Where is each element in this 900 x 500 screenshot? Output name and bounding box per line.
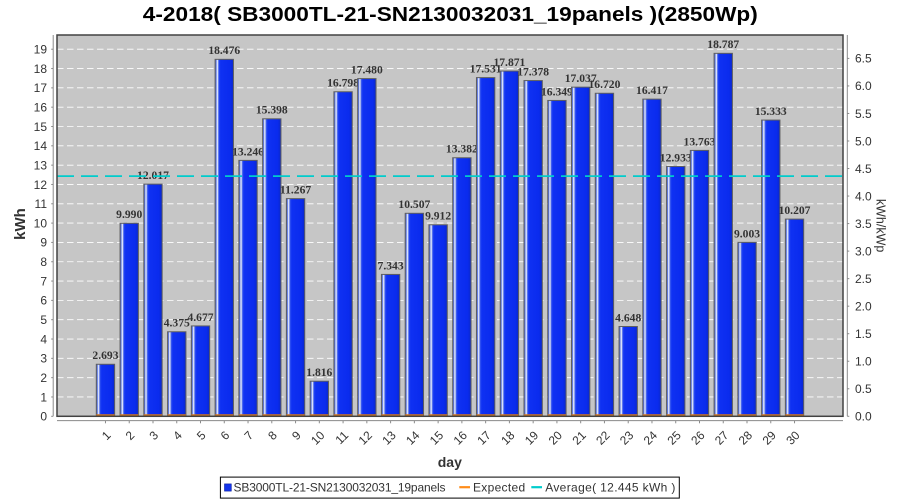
- svg-text:11.267: 11.267: [280, 184, 311, 197]
- svg-text:13: 13: [34, 158, 48, 172]
- svg-text:2.5: 2.5: [855, 272, 872, 286]
- svg-text:Expected: Expected: [473, 481, 525, 495]
- svg-text:0: 0: [40, 410, 47, 424]
- svg-text:14: 14: [34, 139, 48, 153]
- svg-text:10.207: 10.207: [779, 204, 811, 217]
- svg-text:SB3000TL-21-SN2130032031_19pan: SB3000TL-21-SN2130032031_19panels: [234, 481, 446, 495]
- svg-text:9.003: 9.003: [734, 227, 760, 240]
- svg-text:17.037: 17.037: [565, 72, 597, 85]
- svg-text:8: 8: [40, 255, 47, 269]
- svg-text:9: 9: [40, 236, 47, 250]
- svg-text:4: 4: [40, 332, 47, 346]
- svg-text:1.816: 1.816: [306, 366, 332, 379]
- svg-text:18.787: 18.787: [707, 38, 739, 51]
- svg-text:4.0: 4.0: [855, 189, 872, 203]
- svg-text:16.720: 16.720: [588, 78, 620, 91]
- svg-text:12.933: 12.933: [660, 151, 692, 164]
- svg-text:6.5: 6.5: [855, 52, 872, 66]
- svg-text:5.0: 5.0: [855, 134, 872, 148]
- svg-text:4-2018( SB3000TL-21-SN21300320: 4-2018( SB3000TL-21-SN2130032031_19panel…: [143, 4, 758, 26]
- svg-text:10.507: 10.507: [398, 198, 430, 211]
- svg-text:4.375: 4.375: [164, 317, 190, 330]
- svg-text:17.531: 17.531: [470, 63, 502, 76]
- svg-text:9.990: 9.990: [116, 208, 142, 221]
- svg-text:17.871: 17.871: [493, 56, 525, 69]
- svg-text:19: 19: [34, 43, 48, 57]
- svg-text:13.246: 13.246: [232, 145, 264, 158]
- svg-text:17.480: 17.480: [351, 63, 383, 76]
- svg-text:18.476: 18.476: [208, 44, 240, 57]
- svg-text:13.382: 13.382: [446, 143, 478, 156]
- svg-text:kWh: kWh: [12, 208, 29, 240]
- svg-text:3.5: 3.5: [855, 217, 872, 231]
- svg-text:2: 2: [40, 371, 47, 385]
- svg-text:day: day: [438, 454, 462, 470]
- svg-text:16.349: 16.349: [541, 85, 573, 98]
- svg-text:Average( 12.445 kWh ): Average( 12.445 kWh ): [545, 481, 676, 495]
- svg-text:6: 6: [40, 294, 47, 308]
- svg-text:6.0: 6.0: [855, 79, 872, 93]
- svg-text:4.5: 4.5: [855, 162, 872, 176]
- svg-text:15: 15: [34, 120, 48, 134]
- svg-text:3.0: 3.0: [855, 244, 872, 258]
- svg-text:5: 5: [40, 313, 47, 327]
- svg-text:9.912: 9.912: [425, 210, 451, 223]
- svg-text:3: 3: [40, 352, 47, 366]
- svg-text:10: 10: [34, 216, 48, 230]
- svg-text:1: 1: [40, 390, 47, 404]
- svg-text:16: 16: [34, 100, 48, 114]
- svg-text:7: 7: [40, 274, 47, 288]
- svg-text:17.378: 17.378: [517, 65, 549, 78]
- svg-text:16.417: 16.417: [636, 84, 668, 97]
- svg-text:17: 17: [34, 81, 48, 95]
- svg-text:15.398: 15.398: [256, 104, 288, 117]
- svg-text:16.798: 16.798: [327, 77, 359, 90]
- svg-text:1.5: 1.5: [855, 327, 872, 341]
- svg-text:2.0: 2.0: [855, 299, 872, 313]
- svg-text:2.693: 2.693: [92, 349, 118, 362]
- svg-text:7.343: 7.343: [378, 259, 404, 272]
- svg-text:18: 18: [34, 62, 48, 76]
- svg-text:4.677: 4.677: [187, 311, 213, 324]
- svg-text:13.763: 13.763: [684, 135, 716, 148]
- svg-text:15.333: 15.333: [755, 105, 787, 118]
- svg-text:5.5: 5.5: [855, 107, 872, 121]
- svg-text:11: 11: [35, 197, 48, 211]
- svg-text:1.0: 1.0: [855, 355, 872, 369]
- svg-text:0.0: 0.0: [855, 410, 872, 424]
- svg-text:0.5: 0.5: [855, 382, 872, 396]
- svg-text:4.648: 4.648: [615, 311, 641, 324]
- svg-text:kWh/kWp: kWh/kWp: [874, 199, 888, 253]
- svg-text:12: 12: [34, 178, 48, 192]
